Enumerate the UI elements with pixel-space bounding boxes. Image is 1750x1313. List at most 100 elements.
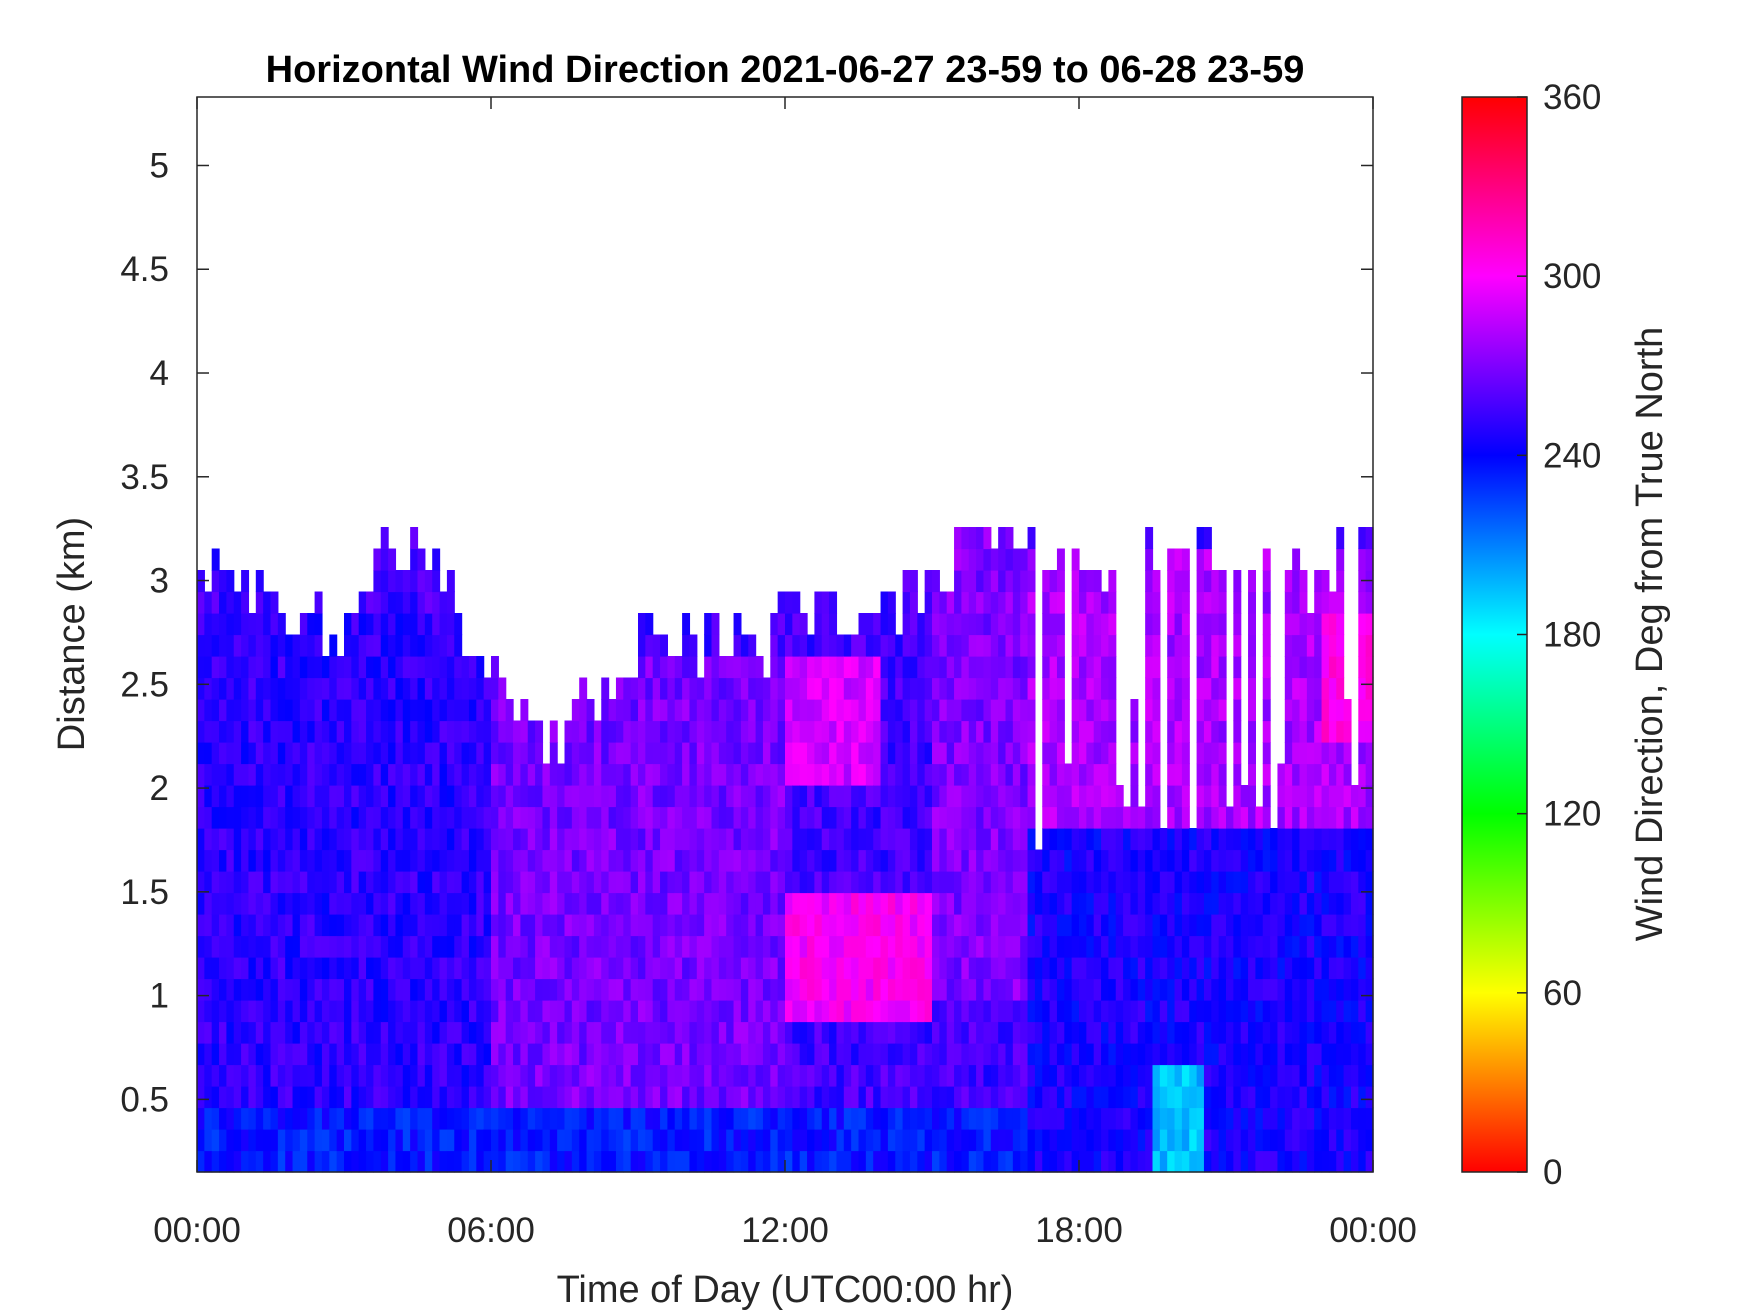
heatmap-cell (402, 978, 411, 1001)
heatmap-cell (410, 527, 419, 550)
heatmap-cell (366, 720, 374, 743)
heatmap-cell (417, 656, 426, 679)
heatmap-cell (976, 892, 985, 915)
heatmap-cell (895, 849, 904, 872)
heatmap-cell (615, 677, 624, 700)
heatmap-cell (1350, 892, 1359, 915)
heatmap-cell (1020, 699, 1029, 722)
heatmap-cell (785, 849, 793, 872)
heatmap-cell (1137, 978, 1146, 1001)
heatmap-cell (468, 914, 477, 937)
heatmap-cell (1101, 1107, 1109, 1130)
heatmap-cell (1292, 763, 1301, 786)
heatmap-cell (211, 1129, 220, 1152)
heatmap-cell (1174, 1000, 1183, 1023)
heatmap-cell (219, 742, 227, 765)
heatmap-cell (968, 1000, 977, 1023)
heatmap-cell (270, 1086, 279, 1109)
heatmap-cell (755, 720, 764, 743)
heatmap-cell (792, 849, 801, 872)
heatmap-cell (667, 892, 676, 915)
heatmap-cell (1240, 978, 1249, 1001)
heatmap-cell (785, 1021, 793, 1044)
heatmap-cell (880, 849, 889, 872)
heatmap-cell (1211, 849, 1220, 872)
y-tick-label: 2.5 (120, 665, 169, 704)
heatmap-cell (226, 935, 235, 958)
heatmap-cell (314, 935, 323, 958)
heatmap-cell (277, 957, 286, 980)
heatmap-cell (623, 677, 632, 700)
heatmap-cell (248, 806, 257, 829)
heatmap-cell (1071, 1000, 1080, 1023)
heatmap-cell (219, 720, 227, 743)
heatmap-cell (968, 871, 977, 894)
heatmap-cell (1233, 570, 1242, 593)
heatmap-cell (314, 1064, 323, 1087)
heatmap-cell (1358, 914, 1367, 937)
heatmap-cell (476, 1150, 485, 1173)
heatmap-cell (1108, 613, 1117, 636)
heatmap-cell (321, 806, 330, 829)
heatmap-cell (586, 699, 595, 722)
heatmap-cell (1181, 828, 1190, 851)
heatmap-cell (270, 806, 279, 829)
heatmap-cell (843, 1043, 852, 1066)
heatmap-cell (946, 806, 955, 829)
heatmap-cell (417, 570, 426, 593)
heatmap-cell (211, 914, 220, 937)
heatmap-cell (601, 1064, 610, 1087)
heatmap-cell (1115, 914, 1124, 937)
heatmap-cell (557, 957, 566, 980)
heatmap-cell (1314, 570, 1323, 593)
heatmap-cell (858, 1043, 867, 1066)
heatmap-cell (1012, 1150, 1021, 1173)
heatmap-cell (535, 1150, 544, 1173)
heatmap-cell (491, 1107, 499, 1130)
heatmap-cell (873, 849, 882, 872)
heatmap-cell (593, 892, 602, 915)
heatmap-cell (799, 1000, 808, 1023)
heatmap-cell (557, 1150, 566, 1173)
heatmap-cell (424, 1086, 433, 1109)
heatmap-cell (983, 613, 992, 636)
heatmap-cell (395, 785, 404, 808)
heatmap-cell (314, 871, 323, 894)
heatmap-cell (696, 1043, 705, 1066)
heatmap-cell (851, 957, 860, 980)
heatmap-cell (439, 742, 448, 765)
heatmap-cell (696, 806, 705, 829)
heatmap-cell (880, 742, 889, 765)
heatmap-cell (1049, 849, 1058, 872)
heatmap-cell (285, 1021, 294, 1044)
heatmap-cell (468, 699, 477, 722)
heatmap-cell (211, 591, 220, 614)
heatmap-cell (204, 1064, 213, 1087)
heatmap-cell (682, 892, 691, 915)
heatmap-cell (505, 699, 514, 722)
heatmap-cell (880, 1150, 889, 1173)
heatmap-cell (946, 1107, 955, 1130)
heatmap-cell (446, 806, 455, 829)
heatmap-cell (1240, 1043, 1249, 1066)
heatmap-cell (439, 677, 448, 700)
heatmap-cell (461, 785, 470, 808)
heatmap-cell (682, 935, 691, 958)
heatmap-cell (946, 1000, 955, 1023)
heatmap-cell (755, 935, 764, 958)
heatmap-cell (344, 1043, 352, 1066)
heatmap-cell (505, 1000, 514, 1023)
heatmap-cell (292, 742, 301, 765)
heatmap-cell (586, 849, 595, 872)
heatmap-cell (762, 1064, 771, 1087)
heatmap-cell (549, 720, 558, 743)
heatmap-cell (895, 1043, 904, 1066)
heatmap-cell (491, 892, 499, 915)
heatmap-cell (615, 849, 624, 872)
heatmap-cell (1365, 828, 1374, 851)
heatmap-cell (255, 785, 264, 808)
heatmap-cell (1336, 720, 1345, 743)
heatmap-cell (990, 570, 999, 593)
heatmap-cell (674, 914, 683, 937)
heatmap-cell (674, 1043, 683, 1066)
